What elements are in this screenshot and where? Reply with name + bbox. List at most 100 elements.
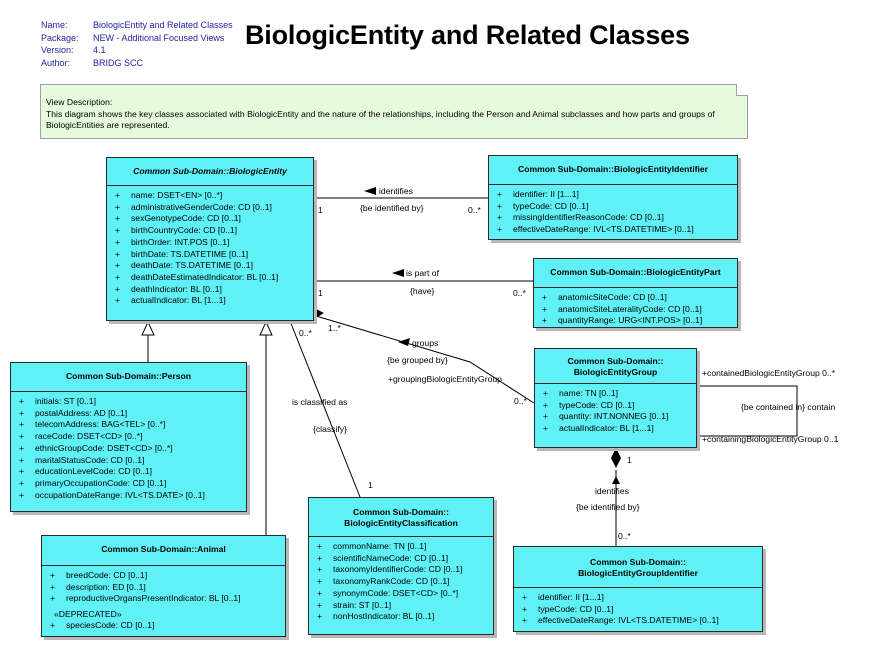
attribute-row: + raceCode: DSET<CD> [0..*] bbox=[19, 431, 143, 442]
attribute-row: + sexGenotypeCode: CD [0..1] bbox=[115, 213, 241, 224]
person-generalization-arrowhead bbox=[141, 320, 155, 336]
animal-generalization-arrowhead bbox=[259, 320, 273, 336]
group-identifier-mult-bottom: 0..* bbox=[618, 531, 631, 541]
grp-identifies-label: identifies bbox=[595, 486, 629, 496]
class-header: Common Sub-Domain:: BiologicEntityClassi… bbox=[309, 498, 493, 536]
attribute-row: + commonName: TN [0..1] bbox=[317, 541, 427, 551]
be-identified-by-label: {be identified by} bbox=[360, 203, 424, 213]
meta-version-value: 4.1 bbox=[93, 45, 106, 55]
is-classified-as-label: is classified as bbox=[292, 397, 348, 407]
note-heading: View Description: bbox=[46, 97, 113, 107]
class-attributes: + breedCode: CD [0..1] + description: ED [… bbox=[42, 566, 285, 632]
class-header: Common Sub-Domain::BiologicEntity bbox=[133, 166, 287, 176]
class-header: Common Sub-Domain::BiologicEntityIdentif… bbox=[517, 164, 708, 174]
grp-identifies-direction-arrow bbox=[612, 476, 620, 484]
identifier-mult-right: 0..* bbox=[468, 205, 481, 215]
attribute-row: + taxonomyRankCode: CD [0..1] bbox=[317, 576, 450, 587]
attribute-row: + taxonomyIdentifierCode: CD [0..1] bbox=[317, 564, 463, 575]
classification-mult-top: 0..* bbox=[299, 328, 312, 338]
attribute-row: + administrativeGenderCode: CD [0..1] bbox=[115, 201, 272, 212]
attribute-row: + scientificNameCode: CD [0..1] bbox=[317, 552, 449, 563]
be-contained-in-label: {be contained in} contain bbox=[741, 402, 836, 412]
class-biologic-entity-identifier[interactable]: Common Sub-Domain::BiologicEntityIdentif… bbox=[488, 155, 738, 240]
diagram-metadata: Name: BiologicEntity and Related Classes … bbox=[41, 19, 233, 69]
class-attributes: + name: DSET<EN> [0..*] + administrativeGe… bbox=[107, 186, 313, 307]
meta-author-value: BRIDG SCC bbox=[93, 57, 144, 68]
attribute-row: + name: DSET<EN> [0..*] bbox=[115, 190, 223, 200]
meta-name-value: BiologicEntity and Related Classes bbox=[93, 20, 233, 30]
attribute-row: + deathDate: TS.DATETIME [0..1] bbox=[115, 260, 253, 271]
class-biologic-entity-group[interactable]: Common Sub-Domain:: BiologicEntityGroup … bbox=[534, 348, 697, 448]
class-person[interactable]: Common Sub-Domain::Person + initials: ST … bbox=[10, 362, 247, 512]
groups-direction-arrow bbox=[398, 338, 410, 346]
attribute-row: + speciesCode: CD [0..1] bbox=[50, 620, 155, 631]
is-part-of-label: is part of bbox=[406, 268, 439, 278]
class-attributes: + name: TN [0..1] + typeCode: CD [0..1] + q… bbox=[535, 384, 696, 435]
note-fold-corner bbox=[736, 84, 748, 96]
attribute-row: + strain: ST [0..1] bbox=[317, 599, 392, 610]
attribute-row: + identifier: II [1...1] bbox=[497, 189, 579, 199]
class-biologic-entity-part[interactable]: Common Sub-Domain::BiologicEntityPart + a… bbox=[533, 258, 738, 328]
classification-mult-bottom: 1 bbox=[368, 480, 373, 490]
identifies-direction-arrow bbox=[364, 187, 376, 195]
view-description-note[interactable]: View Description: This diagram shows the… bbox=[40, 84, 748, 139]
identifier-mult-left: 1 bbox=[318, 205, 323, 215]
attribute-row: + anatomicSiteLateralityCode: CD [0..1] bbox=[542, 303, 702, 314]
attribute-row: + actualIndicator: BL [1...1] bbox=[115, 295, 226, 306]
class-biologic-entity-group-identifier[interactable]: Common Sub-Domain:: BiologicEntityGroupI… bbox=[513, 546, 763, 632]
group-self-association-line bbox=[697, 385, 798, 437]
classify-label: {classify} bbox=[313, 424, 347, 434]
attribute-row: + occupationDateRange: IVL<TS.DATE> [0..1… bbox=[19, 489, 205, 500]
attribute-row: + birthOrder: INT.POS [0..1] bbox=[115, 236, 230, 247]
attribute-row: + nonHostIndicator: BL [0..1] bbox=[317, 611, 435, 622]
class-header: Common Sub-Domain:: BiologicEntityGroup bbox=[535, 349, 696, 383]
attribute-row: + typeCode: CD [0..1] bbox=[543, 399, 635, 410]
meta-name-key: Name: bbox=[41, 20, 68, 30]
identifies-label: identifies bbox=[379, 186, 413, 196]
class-attributes: + commonName: TN [0..1] + scientificNameCo… bbox=[309, 537, 493, 623]
attribute-row: + quantityRange: URG<INT.POS> [0..1] bbox=[542, 315, 703, 326]
be-grouped-by-label: {be grouped by} bbox=[387, 355, 448, 365]
classification-association-line bbox=[289, 320, 361, 498]
attribute-row: + anatomicSiteCode: CD [0..1] bbox=[542, 292, 667, 302]
class-header-namespace: Common Sub-Domain:: bbox=[353, 507, 449, 517]
class-animal[interactable]: Common Sub-Domain::Animal + breedCode: CD… bbox=[41, 535, 286, 637]
part-mult-left: 1 bbox=[318, 288, 323, 298]
class-header-name: BiologicEntityGroup bbox=[573, 367, 658, 377]
attribute-row: + postalAddress: AD [0..1] bbox=[19, 407, 128, 418]
attribute-row: + synonymCode: DSET<CD> [0..*] bbox=[317, 587, 459, 598]
class-biologic-entity[interactable]: Common Sub-Domain::BiologicEntity + name:… bbox=[106, 157, 314, 321]
attribute-row: + breedCode: CD [0..1] bbox=[50, 570, 148, 580]
attribute-row: + reproductiveOrgansPresentIndicator: BL … bbox=[50, 593, 241, 604]
class-header-namespace: Common Sub-Domain:: bbox=[567, 356, 664, 366]
groups-label: groups bbox=[412, 338, 439, 348]
containing-role-label: +containingBiologicEntityGroup 0..1 bbox=[702, 434, 839, 444]
contained-role-label: +containedBiologicEntityGroup 0..* bbox=[702, 368, 836, 378]
attribute-row: + effectiveDateRange: IVL<TS.DATETIME> [0… bbox=[522, 615, 719, 626]
attribute-row: + identifier: II [1...1] bbox=[522, 592, 604, 602]
meta-author-key: Author: bbox=[41, 57, 71, 68]
group-mult-right: 0..* bbox=[514, 396, 527, 406]
meta-package-value: NEW - Additional Focused Views bbox=[93, 32, 225, 43]
grp-be-identified-by-label: {be identified by} bbox=[576, 502, 640, 512]
attribute-row: + actualIndicator: BL [1...1] bbox=[543, 423, 654, 434]
attribute-row: + quantity: INT.NONNEG [0..1] bbox=[543, 411, 669, 422]
attribute-row: + deathDateEstimatedIndicator: BL [0..1] bbox=[115, 271, 279, 282]
attribute-row: + missingIdentifierReasonCode: CD [0..1] bbox=[497, 212, 664, 223]
meta-version-key: Version: bbox=[41, 45, 74, 55]
attribute-row: + description: ED [0..1] bbox=[50, 581, 146, 592]
group-identifier-diamond bbox=[611, 448, 621, 468]
attribute-row: + birthDate: TS.DATETIME [0..1] bbox=[115, 248, 249, 259]
is-part-of-direction-arrow bbox=[392, 269, 404, 277]
attribute-row: + educationLevelCode: CD [0..1] bbox=[19, 466, 153, 477]
meta-package-key: Package: bbox=[41, 32, 79, 43]
class-header: Common Sub-Domain::BiologicEntityPart bbox=[550, 267, 721, 277]
attribute-row: + birthCountryCode: CD [0..1] bbox=[115, 225, 238, 236]
grouping-role-label: +groupingBiologicEntityGroup bbox=[388, 374, 502, 384]
deprecated-stereotype: «DEPRECATED» bbox=[54, 609, 122, 620]
attribute-row: + initials: ST [0..1] bbox=[19, 396, 96, 406]
class-header: Common Sub-Domain::Animal bbox=[101, 544, 226, 554]
class-attributes: + identifier: II [1...1] + typeCode: CD [0… bbox=[489, 185, 737, 236]
class-biologic-entity-classification[interactable]: Common Sub-Domain:: BiologicEntityClassi… bbox=[308, 497, 494, 635]
